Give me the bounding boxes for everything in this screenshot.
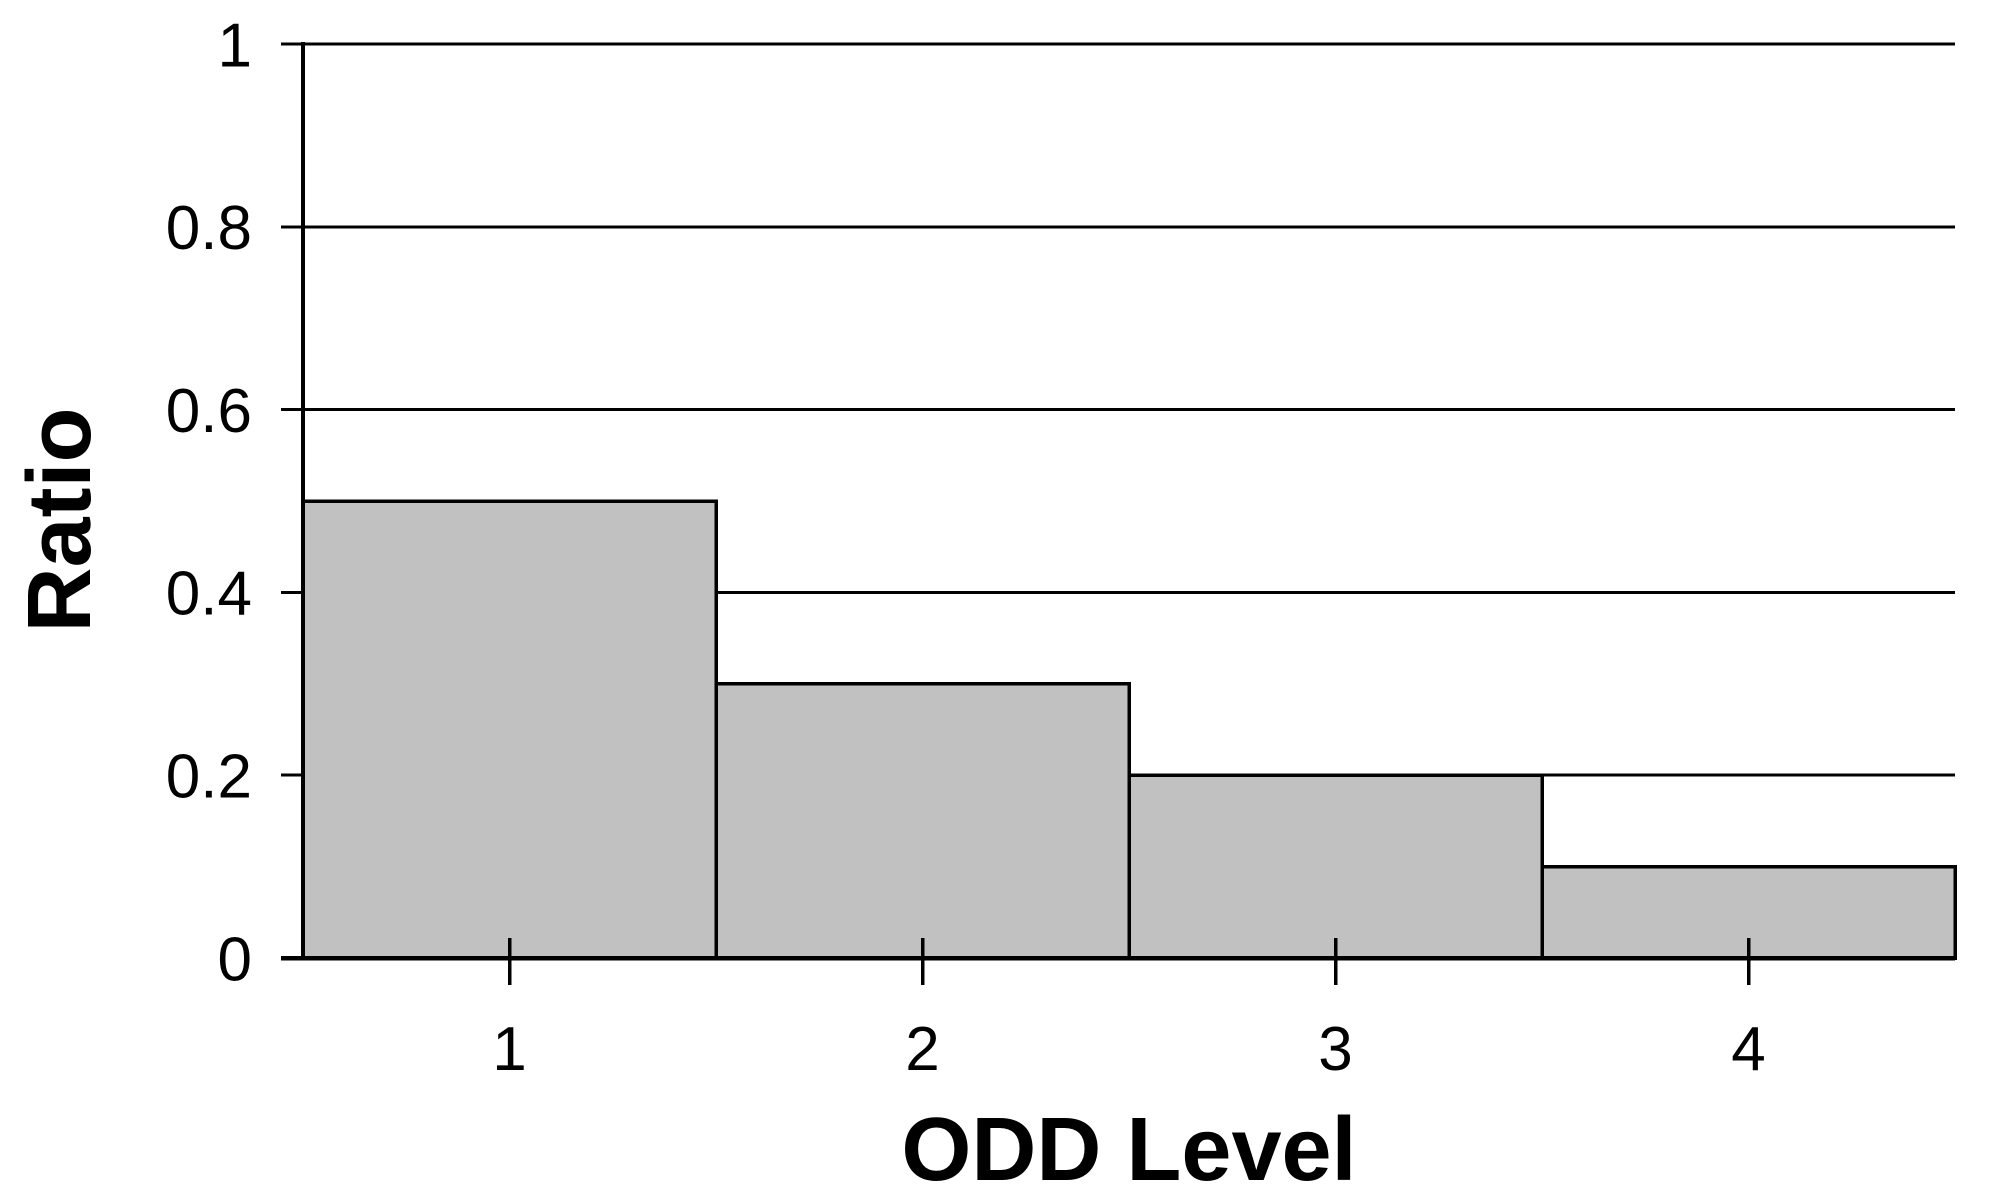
- bar-odd-level-2: [714, 682, 1131, 960]
- x-tick-label: 2: [905, 1015, 939, 1084]
- x-tick-label: 4: [1731, 1015, 1765, 1084]
- bars: [301, 499, 1957, 960]
- x-axis-ticks: [507, 938, 1751, 985]
- bar-odd-level-1: [301, 499, 718, 960]
- x-axis-title: ODD Level: [901, 1100, 1356, 1198]
- y-tick-label: 0.2: [166, 743, 252, 812]
- axes: [281, 42, 1955, 961]
- y-tick-label: 0: [218, 925, 252, 994]
- y-tick-label: 1: [218, 11, 252, 80]
- y-tick-label: 0.6: [166, 377, 252, 446]
- y-tick-label: 0.4: [166, 560, 252, 629]
- bar-odd-level-3: [1127, 773, 1544, 960]
- y-tick-label: 0.8: [166, 194, 252, 263]
- x-tick-labels: 1 2 3 4: [492, 1015, 1765, 1084]
- x-tick-label: 1: [492, 1015, 526, 1084]
- x-tick-label: 3: [1318, 1015, 1352, 1084]
- y-axis-title: Ratio: [10, 408, 110, 633]
- y-tick-labels: 0 0.2 0.4 0.6 0.8 1: [166, 11, 252, 994]
